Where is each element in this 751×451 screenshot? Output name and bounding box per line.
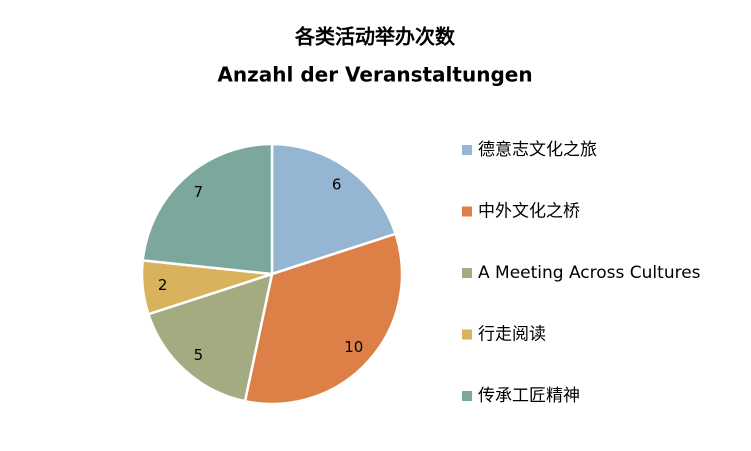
data-label: 7	[194, 183, 204, 201]
legend-label: 传承工匠精神	[478, 386, 580, 406]
legend-label: A Meeting Across Cultures	[478, 263, 701, 283]
data-label: 6	[332, 176, 342, 194]
legend-label: 行走阅读	[478, 325, 546, 345]
chart-title: 各类活动举办次数	[294, 25, 456, 49]
legend-marker	[462, 268, 472, 278]
legend-marker	[462, 391, 472, 401]
pie-slice	[270, 142, 398, 276]
legend-marker	[462, 329, 472, 340]
legend-marker	[462, 145, 472, 155]
data-label: 10	[344, 338, 363, 356]
legend-marker	[462, 206, 472, 217]
pie-slice	[141, 142, 274, 276]
chart-subtitle: Anzahl der Veranstaltungen	[217, 63, 532, 87]
legend-label: 德意志文化之旅	[478, 140, 597, 160]
pie-slice	[243, 232, 404, 406]
pie-slice	[146, 272, 274, 403]
legend-label: 中外文化之桥	[478, 202, 580, 222]
data-label: 5	[194, 346, 204, 364]
data-label: 2	[158, 276, 168, 294]
